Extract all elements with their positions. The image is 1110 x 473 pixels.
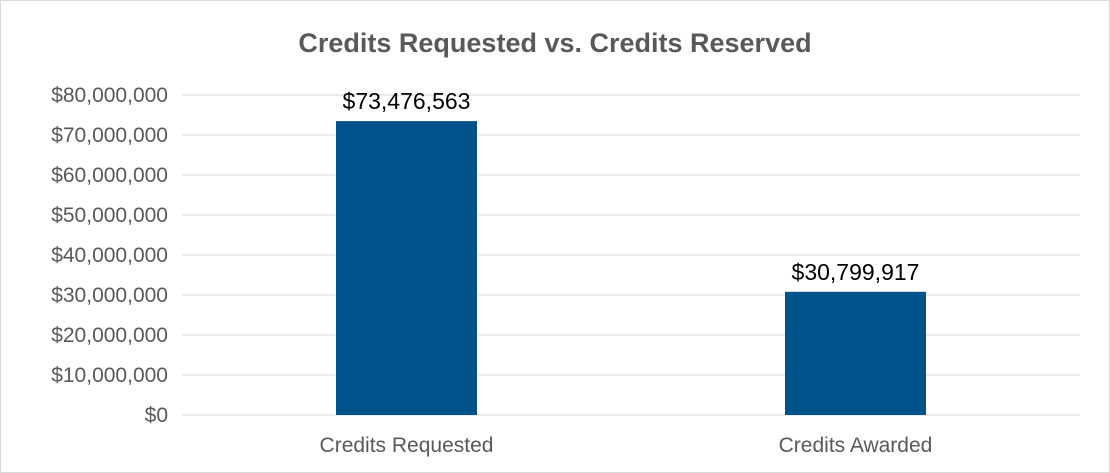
x-category-label: Credits Requested bbox=[320, 434, 494, 457]
y-tick-label: $80,000,000 bbox=[51, 84, 168, 107]
y-tick-label: $60,000,000 bbox=[51, 164, 168, 187]
data-label: $30,799,917 bbox=[792, 259, 920, 285]
y-tick-label: $50,000,000 bbox=[51, 204, 168, 227]
y-tick-label: $0 bbox=[145, 404, 168, 427]
y-tick-label: $10,000,000 bbox=[51, 364, 168, 387]
bar bbox=[336, 121, 477, 415]
y-tick-label: $70,000,000 bbox=[51, 124, 168, 147]
data-label: $73,476,563 bbox=[343, 88, 471, 114]
x-category-label: Credits Awarded bbox=[779, 434, 933, 457]
bar bbox=[785, 291, 926, 415]
y-tick-label: $40,000,000 bbox=[51, 244, 168, 267]
y-tick-label: $20,000,000 bbox=[51, 324, 168, 347]
chart-title: Credits Requested vs. Credits Reserved bbox=[298, 28, 812, 58]
y-tick-label: $30,000,000 bbox=[51, 284, 168, 307]
